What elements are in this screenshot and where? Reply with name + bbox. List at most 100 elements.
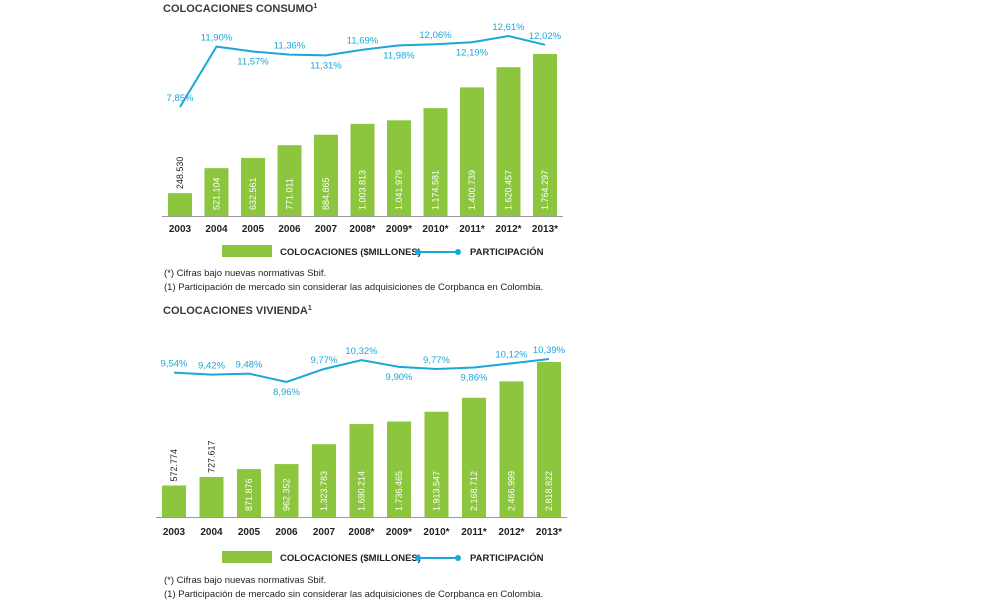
bar-2008 [350, 123, 375, 216]
x-tick-label: 2013* [536, 527, 562, 538]
bar-value-label: 1.041.979 [394, 170, 404, 210]
bar-2010 [423, 108, 448, 216]
legend-label-line: PARTICIPACIÓN [470, 552, 544, 564]
bar-2004 [199, 476, 224, 517]
bar-value-label: 1.003.813 [358, 170, 368, 210]
participacion-label: 10,12% [495, 349, 528, 360]
bar-value-label: 1.764.297 [540, 170, 550, 210]
bar-2009 [387, 421, 411, 517]
bar-2013 [533, 54, 557, 216]
bar-value-label: 771.011 [285, 178, 295, 210]
participacion-label: 7,85% [167, 93, 194, 104]
legend-swatch-bars [222, 245, 272, 257]
x-tick-label: 2009* [386, 224, 412, 235]
participacion-label: 11,36% [274, 41, 306, 52]
x-tick-label: 2011* [461, 527, 487, 538]
legend-marker [455, 555, 461, 561]
bar-2004 [204, 168, 229, 216]
bar-value-label: 521.104 [212, 177, 222, 210]
participacion-label: 11,98% [383, 50, 415, 61]
legend-label-bars: COLOCACIONES ($MILLONES) [280, 553, 421, 564]
x-tick-label: 2007 [313, 527, 336, 538]
participacion-line [173, 358, 550, 384]
chart-title: COLOCACIONES CONSUMO1 [163, 3, 317, 15]
bar-value-label: 1.174.581 [431, 170, 441, 210]
bar-value-label: 248.530 [175, 157, 185, 190]
x-tick-label: 2004 [200, 527, 223, 538]
x-tick-label: 2003 [163, 527, 186, 538]
bar-2003 [162, 485, 186, 517]
participacion-label: 11,57% [237, 57, 269, 68]
participacion-label: 12,02% [529, 31, 562, 42]
chart-title: COLOCACIONES VIVIENDA1 [163, 305, 312, 317]
bar-2011 [460, 87, 484, 217]
participacion-label: 9,77% [311, 355, 338, 366]
bar-2012 [496, 67, 521, 216]
chart-1: COLOCACIONES CONSUMO1 248.530 521.104 632.5… [162, 3, 563, 293]
footnote: (*) Cifras bajo nuevas normativas Sbif. [164, 268, 326, 279]
bar-value-label: 1.690.214 [357, 471, 367, 511]
bar-2011 [462, 397, 486, 517]
x-tick-label: 2010* [422, 224, 448, 235]
x-tick-label: 2011* [459, 224, 485, 235]
x-tick-label: 2010* [423, 527, 449, 538]
legend: COLOCACIONES ($MILLONES) PARTICIPACIÓN [222, 245, 544, 258]
x-tick-label: 2012* [498, 527, 524, 538]
bar-value-label: 1.323.783 [319, 471, 329, 511]
bar-2006 [277, 145, 302, 216]
legend-marker [415, 249, 421, 255]
x-tick-label: 2004 [205, 224, 228, 235]
legend-label-bars: COLOCACIONES ($MILLONES) [280, 247, 421, 258]
x-tick-label: 2007 [315, 224, 338, 235]
bar-value-label: 2.168.712 [469, 471, 479, 511]
participacion-line [179, 34, 546, 108]
bar-2009 [387, 120, 411, 216]
legend-marker [415, 555, 421, 561]
chart-2: COLOCACIONES VIVIENDA1 572.774 727.617 871.… [156, 305, 567, 600]
x-tick-label: 2012* [495, 224, 521, 235]
x-tick-label: 2013* [532, 224, 558, 235]
legend-swatch-bars [222, 551, 272, 563]
participacion-label: 8,96% [273, 387, 300, 398]
bar-value-label: 2.818.822 [544, 471, 554, 511]
participacion-label: 9,77% [423, 355, 450, 366]
bar-value-label: 1.913.547 [432, 471, 442, 511]
bar-2005 [241, 157, 265, 216]
bar-value-label: 871.876 [244, 478, 254, 511]
chart-title-superscript: 1 [308, 305, 312, 312]
legend-marker [455, 249, 461, 255]
participacion-label: 9,54% [161, 359, 188, 370]
legend: COLOCACIONES ($MILLONES) PARTICIPACIÓN [222, 551, 544, 564]
participacion-label: 12,06% [419, 30, 452, 41]
bar-value-label: 962.352 [282, 478, 292, 511]
bar-2012 [499, 381, 524, 517]
x-tick-label: 2008* [349, 224, 375, 235]
footnote: (*) Cifras bajo nuevas normativas Sbif. [164, 575, 326, 586]
chart-title-superscript: 1 [313, 3, 317, 10]
participacion-label: 9,42% [198, 361, 225, 372]
participacion-label: 12,19% [456, 47, 489, 58]
participacion-label: 10,39% [533, 345, 566, 356]
participacion-label: 9,86% [461, 373, 488, 384]
bar-value-label: 1.620.457 [504, 170, 514, 210]
bar-2007 [312, 444, 336, 517]
participacion-label: 9,90% [386, 372, 413, 383]
footnote: (1) Participación de mercado sin conside… [164, 282, 543, 293]
participacion-label: 11,31% [310, 60, 342, 71]
bar-2008 [349, 424, 374, 517]
bar-2003 [168, 193, 192, 216]
bar-value-label: 1.736.465 [394, 471, 404, 511]
legend-label-line: PARTICIPACIÓN [470, 246, 544, 258]
x-tick-label: 2005 [242, 224, 265, 235]
x-tick-label: 2006 [278, 224, 301, 235]
x-tick-label: 2005 [238, 527, 261, 538]
bar-2013 [537, 362, 561, 517]
participacion-label: 10,32% [345, 346, 378, 357]
participacion-label: 11,69% [347, 36, 379, 47]
bar-2007 [314, 134, 338, 216]
bar-value-label: 1.400.739 [467, 170, 477, 210]
bar-2006 [274, 464, 299, 517]
bar-2010 [424, 411, 449, 517]
x-tick-label: 2003 [169, 224, 192, 235]
